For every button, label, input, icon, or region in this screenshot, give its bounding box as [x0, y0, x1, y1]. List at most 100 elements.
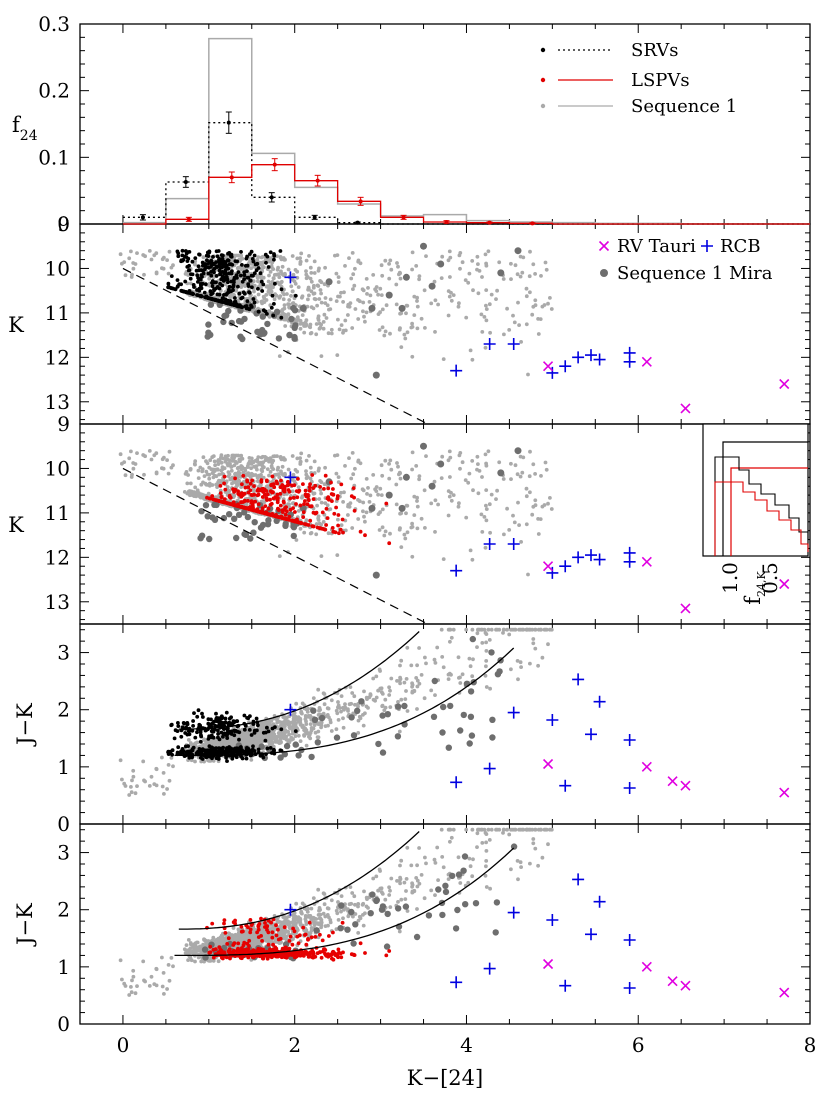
lspv-point	[250, 493, 255, 497]
lspv-point	[253, 499, 258, 504]
srv-point	[226, 258, 230, 263]
sequence1-point	[398, 526, 402, 530]
sequence1-point	[531, 504, 536, 509]
sequence1-point	[376, 688, 381, 693]
sequence1-point	[223, 459, 228, 464]
sequence1-point	[509, 667, 513, 672]
lspv-point	[297, 488, 302, 493]
sequence1-point	[207, 283, 212, 288]
sequence1-point	[259, 455, 264, 460]
rv-tauri-marker	[542, 561, 554, 572]
sequence1-point	[281, 297, 286, 302]
sequence1-point	[131, 774, 136, 779]
srv-point	[188, 276, 193, 281]
sequence1-point	[272, 297, 277, 302]
sequence1-point	[135, 251, 139, 256]
sequence1-point	[530, 312, 535, 317]
lspv-point	[331, 492, 336, 497]
sequence1-point	[412, 494, 417, 499]
sequence1-point	[365, 292, 369, 296]
sequence1-point	[501, 477, 506, 481]
sequence1-point	[275, 454, 279, 458]
sequence1-point	[440, 254, 445, 259]
sequence1-point	[398, 681, 402, 686]
sequence1-point	[366, 706, 370, 710]
histogram-lspv	[122, 164, 810, 225]
srv-point	[201, 263, 205, 268]
sequence1-point	[470, 557, 475, 562]
lspv-point	[301, 515, 306, 519]
sequence1-point	[356, 718, 361, 723]
sequence1-point	[433, 661, 438, 665]
sequence1-point	[415, 663, 419, 668]
histogram-point	[355, 220, 360, 225]
sequence1-point	[365, 697, 369, 701]
sequence1-point	[422, 488, 427, 493]
sequence1-point	[350, 251, 355, 255]
sequence1-point	[436, 502, 440, 507]
mira-point	[273, 308, 281, 315]
srv-point	[217, 292, 222, 297]
mira-point	[348, 714, 355, 721]
sequence1-point	[394, 302, 399, 307]
sequence1-point	[351, 287, 355, 291]
sequence1-point	[371, 676, 376, 681]
sequence1-point	[308, 465, 313, 470]
srv-point	[202, 290, 207, 295]
sequence1-point	[363, 711, 367, 716]
sequence1-point	[468, 348, 473, 353]
sequence1-point	[317, 326, 322, 331]
mira-point	[226, 511, 233, 518]
srv-point	[229, 279, 234, 284]
srv-point	[190, 259, 195, 264]
sequence1-point	[267, 273, 271, 278]
srv-point	[186, 268, 191, 273]
sequence1-point	[335, 253, 340, 257]
sequence1-point	[227, 488, 232, 493]
sequence1-point	[398, 663, 402, 668]
sequence1-point	[285, 715, 289, 720]
sequence1-point	[403, 697, 408, 701]
sequence1-point	[505, 306, 509, 311]
sequence1-point	[398, 326, 402, 330]
sequence1-point	[546, 501, 550, 506]
lspv-point	[233, 476, 238, 481]
sequence1-point	[480, 641, 485, 645]
sequence1-point	[325, 303, 330, 308]
sequence1-point	[286, 302, 290, 306]
sequence1-point	[226, 453, 230, 458]
sequence1-point	[544, 627, 549, 632]
sequence1-point	[484, 659, 489, 663]
sequence1-point	[451, 493, 456, 497]
lspv-point	[303, 492, 308, 497]
srv-point	[225, 291, 229, 296]
histogram-sequence1	[122, 37, 810, 225]
lspv-point	[256, 502, 261, 506]
sequence1-point	[276, 739, 280, 744]
sequence1-point	[460, 260, 465, 265]
sequence1-point	[439, 627, 444, 632]
sequence1-point	[127, 793, 132, 797]
sequence1-point	[130, 472, 134, 477]
mira-point	[198, 508, 205, 515]
lspv-point	[338, 527, 343, 532]
sequence1-point	[528, 661, 532, 666]
lspv-point	[291, 495, 296, 500]
sequence1-point	[127, 456, 132, 461]
srv-point	[185, 259, 190, 263]
lspv-point	[351, 486, 356, 490]
lspv-point	[282, 486, 287, 491]
sequence1-point	[161, 266, 166, 271]
mira-point	[514, 447, 522, 455]
lspv-point	[339, 482, 344, 487]
lspv-point	[218, 491, 223, 495]
sequence1-point	[531, 262, 536, 267]
mira-point	[202, 502, 210, 509]
sequence1-point	[323, 265, 327, 270]
sequence1-point	[328, 307, 333, 311]
sequence1-point	[433, 330, 437, 334]
sequence1-point	[448, 275, 452, 279]
lspv-point	[313, 483, 318, 488]
lspv-point	[318, 485, 322, 489]
sequence1-point	[202, 737, 206, 742]
